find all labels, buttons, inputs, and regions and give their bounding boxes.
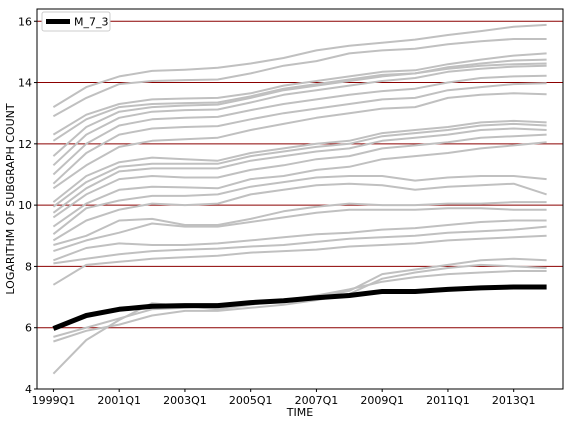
background-series-line [53, 219, 547, 262]
background-series-line [52, 92, 547, 190]
y-tick-label: 16 [18, 15, 32, 28]
x-tick-label: 2007Q1 [295, 394, 339, 407]
plot-frame [36, 8, 564, 390]
background-series-line [52, 133, 547, 219]
y-tick-label: 4 [25, 383, 32, 396]
y-axis-ticks: 4 6 8 10 12 14 16 [18, 15, 37, 396]
background-series-line [53, 263, 547, 343]
legend: M_7_3 [41, 11, 111, 32]
background-series-line [52, 182, 547, 242]
grid-lines [37, 20, 563, 390]
x-tick-label: 2009Q1 [360, 394, 404, 407]
x-tick-label: 2013Q1 [492, 394, 536, 407]
background-series-line [52, 23, 547, 108]
legend-box [41, 11, 111, 32]
background-series-line [52, 122, 547, 208]
background-series-line [52, 82, 547, 185]
series-lines [52, 23, 547, 375]
x-tick-label: 2005Q1 [229, 394, 273, 407]
x-tick-label: 2003Q1 [163, 394, 207, 407]
x-tick-label: 2011Q1 [426, 394, 470, 407]
highlight-series-line [52, 284, 547, 331]
y-tick-label: 6 [25, 322, 32, 335]
background-series-line [52, 38, 547, 118]
x-axis-label: TIME [286, 406, 313, 419]
y-tick-label: 12 [18, 138, 32, 151]
y-tick-label: 8 [25, 260, 32, 273]
background-series-line [53, 225, 547, 265]
background-series-line [52, 58, 547, 142]
background-series-line [52, 64, 547, 167]
x-axis-ticks: 1999Q1 2001Q1 2003Q1 2005Q1 2007Q1 2009Q1 2011… [32, 389, 536, 407]
y-tick-label: 10 [18, 199, 32, 212]
x-tick-label: 1999Q1 [32, 394, 76, 407]
y-axis-label: LOGARITHM OF SUBGRAPH COUNT [4, 103, 17, 294]
background-series-line [53, 207, 547, 253]
background-series-line [52, 74, 547, 176]
background-series-line [52, 141, 547, 228]
x-tick-label: 2001Q1 [97, 394, 141, 407]
y-tick-label: 14 [18, 77, 32, 90]
background-series-line [52, 175, 547, 235]
legend-label: M_7_3 [74, 16, 109, 29]
background-series-line [53, 201, 547, 246]
background-series-line [52, 52, 547, 136]
background-series-line [52, 127, 547, 214]
background-series-line [52, 234, 547, 286]
background-series-line [52, 119, 547, 203]
background-series-line [52, 62, 547, 157]
